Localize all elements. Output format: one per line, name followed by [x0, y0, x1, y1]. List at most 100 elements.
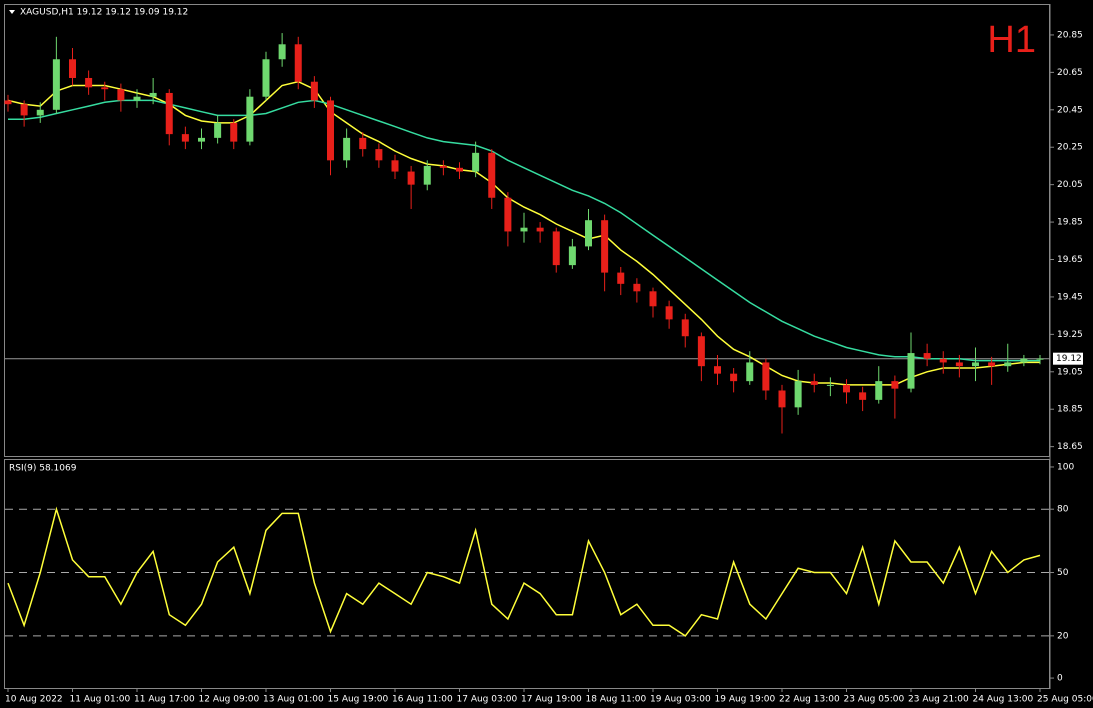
candle-body — [907, 353, 915, 389]
candle-body — [149, 92, 157, 97]
y-tick-label: 19.05 — [1057, 367, 1083, 377]
candle-body — [520, 227, 528, 232]
candle-body — [585, 220, 592, 247]
x-tick-label: 22 Aug 13:00 — [779, 695, 840, 705]
y-tick-label: 19.85 — [1057, 218, 1083, 228]
candle-body — [988, 362, 996, 367]
y-tick-label: 20.45 — [1057, 105, 1083, 115]
candle-body — [601, 220, 609, 273]
y-tick-label: 20.25 — [1057, 143, 1083, 153]
candle-body — [359, 137, 367, 150]
y-tick-label: 18.65 — [1057, 442, 1083, 452]
candle-body — [165, 92, 173, 135]
symbol-header: XAGUSD,H1 19.12 19.12 19.09 19.12 — [20, 8, 188, 18]
candle-body — [375, 149, 383, 161]
x-tick-label: 24 Aug 13:00 — [973, 695, 1034, 705]
candle-body — [391, 160, 399, 172]
candle-body — [439, 165, 447, 168]
y-tick-label: 19.65 — [1057, 255, 1083, 265]
indicator-line — [8, 99, 1040, 362]
candle-body — [246, 96, 254, 142]
candle-body — [552, 231, 560, 266]
x-tick-label: 23 Aug 21:00 — [908, 695, 969, 705]
y-tick-label: 18.85 — [1057, 405, 1083, 415]
timeframe-label: H1 — [987, 19, 1036, 61]
candle-body — [133, 96, 141, 101]
rsi-header: RSI(9) 58.1069 — [9, 464, 77, 474]
candle-body — [1004, 362, 1012, 367]
candle-body — [649, 291, 657, 307]
x-tick-label: 16 Aug 11:00 — [392, 695, 453, 705]
x-tick-label: 17 Aug 19:00 — [521, 695, 582, 705]
candle-body — [923, 353, 931, 359]
candle-body — [472, 152, 480, 172]
candle-body — [262, 59, 270, 97]
y-tick-label: 20 — [1057, 631, 1069, 641]
indicator-line — [7, 80, 1040, 386]
x-tick-label: 11 Aug 17:00 — [134, 695, 195, 705]
y-tick-label: 20.85 — [1057, 30, 1083, 40]
candle-body — [859, 392, 867, 400]
x-tick-label: 13 Aug 01:00 — [263, 695, 324, 705]
candle-body — [891, 381, 899, 389]
y-tick-label: 19.45 — [1057, 292, 1083, 302]
x-tick-label: 12 Aug 09:00 — [199, 695, 260, 705]
candle-body — [101, 87, 109, 90]
x-tick-label: 17 Aug 03:00 — [457, 695, 518, 705]
candle-body — [278, 44, 286, 60]
candle-body — [214, 122, 222, 138]
candle-body — [939, 358, 947, 363]
candle-body — [198, 137, 205, 142]
y-tick-label: 0 — [1057, 674, 1063, 684]
candle-body — [85, 77, 93, 88]
candle-body — [778, 390, 786, 408]
candle-body — [20, 104, 28, 116]
x-tick-label: 10 Aug 2022 — [5, 695, 63, 705]
candle-body — [407, 171, 415, 185]
candle-body — [843, 384, 850, 393]
x-tick-label: 25 Aug 05:00 — [1037, 695, 1093, 705]
candle-body — [36, 109, 44, 116]
candle-body — [810, 381, 818, 385]
candle-body — [294, 44, 302, 82]
menu-arrow[interactable] — [9, 10, 15, 14]
candle-body — [1036, 358, 1044, 360]
candle-body — [746, 362, 754, 382]
candle-body — [714, 366, 721, 374]
y-tick-label: 20.05 — [1057, 180, 1083, 190]
candle-body — [762, 362, 770, 391]
x-tick-label: 19 Aug 19:00 — [715, 695, 776, 705]
y-tick-label: 20.65 — [1057, 68, 1083, 78]
candle-body — [730, 373, 738, 382]
candle-body — [4, 100, 12, 105]
x-tick-label: 23 Aug 05:00 — [844, 695, 905, 705]
candle-body — [826, 384, 834, 386]
candle-body — [955, 362, 963, 367]
candle-body — [69, 59, 76, 78]
candle-body — [488, 152, 496, 198]
candle-body — [972, 362, 979, 367]
candle-body — [230, 122, 238, 142]
candle-body — [536, 227, 544, 232]
candle-body — [665, 306, 673, 320]
candle-body — [568, 246, 576, 266]
candle-body — [697, 336, 705, 367]
x-tick-label: 18 Aug 11:00 — [586, 695, 647, 705]
candle-body — [875, 381, 883, 400]
candle-body — [117, 89, 125, 101]
candle-body — [504, 197, 512, 232]
candle-body — [343, 137, 351, 161]
candle-body — [617, 272, 625, 284]
x-tick-label: 11 Aug 01:00 — [70, 695, 131, 705]
rsi-panel — [4, 459, 1050, 689]
candle-body — [310, 81, 318, 101]
last-price-box — [1053, 352, 1083, 365]
candle-body — [681, 319, 689, 337]
x-tick-label: 19 Aug 03:00 — [650, 695, 711, 705]
y-tick-label: 19.25 — [1057, 330, 1083, 340]
y-tick-label: 80 — [1057, 505, 1069, 515]
candle-body — [423, 165, 431, 185]
candle-body — [633, 283, 641, 292]
